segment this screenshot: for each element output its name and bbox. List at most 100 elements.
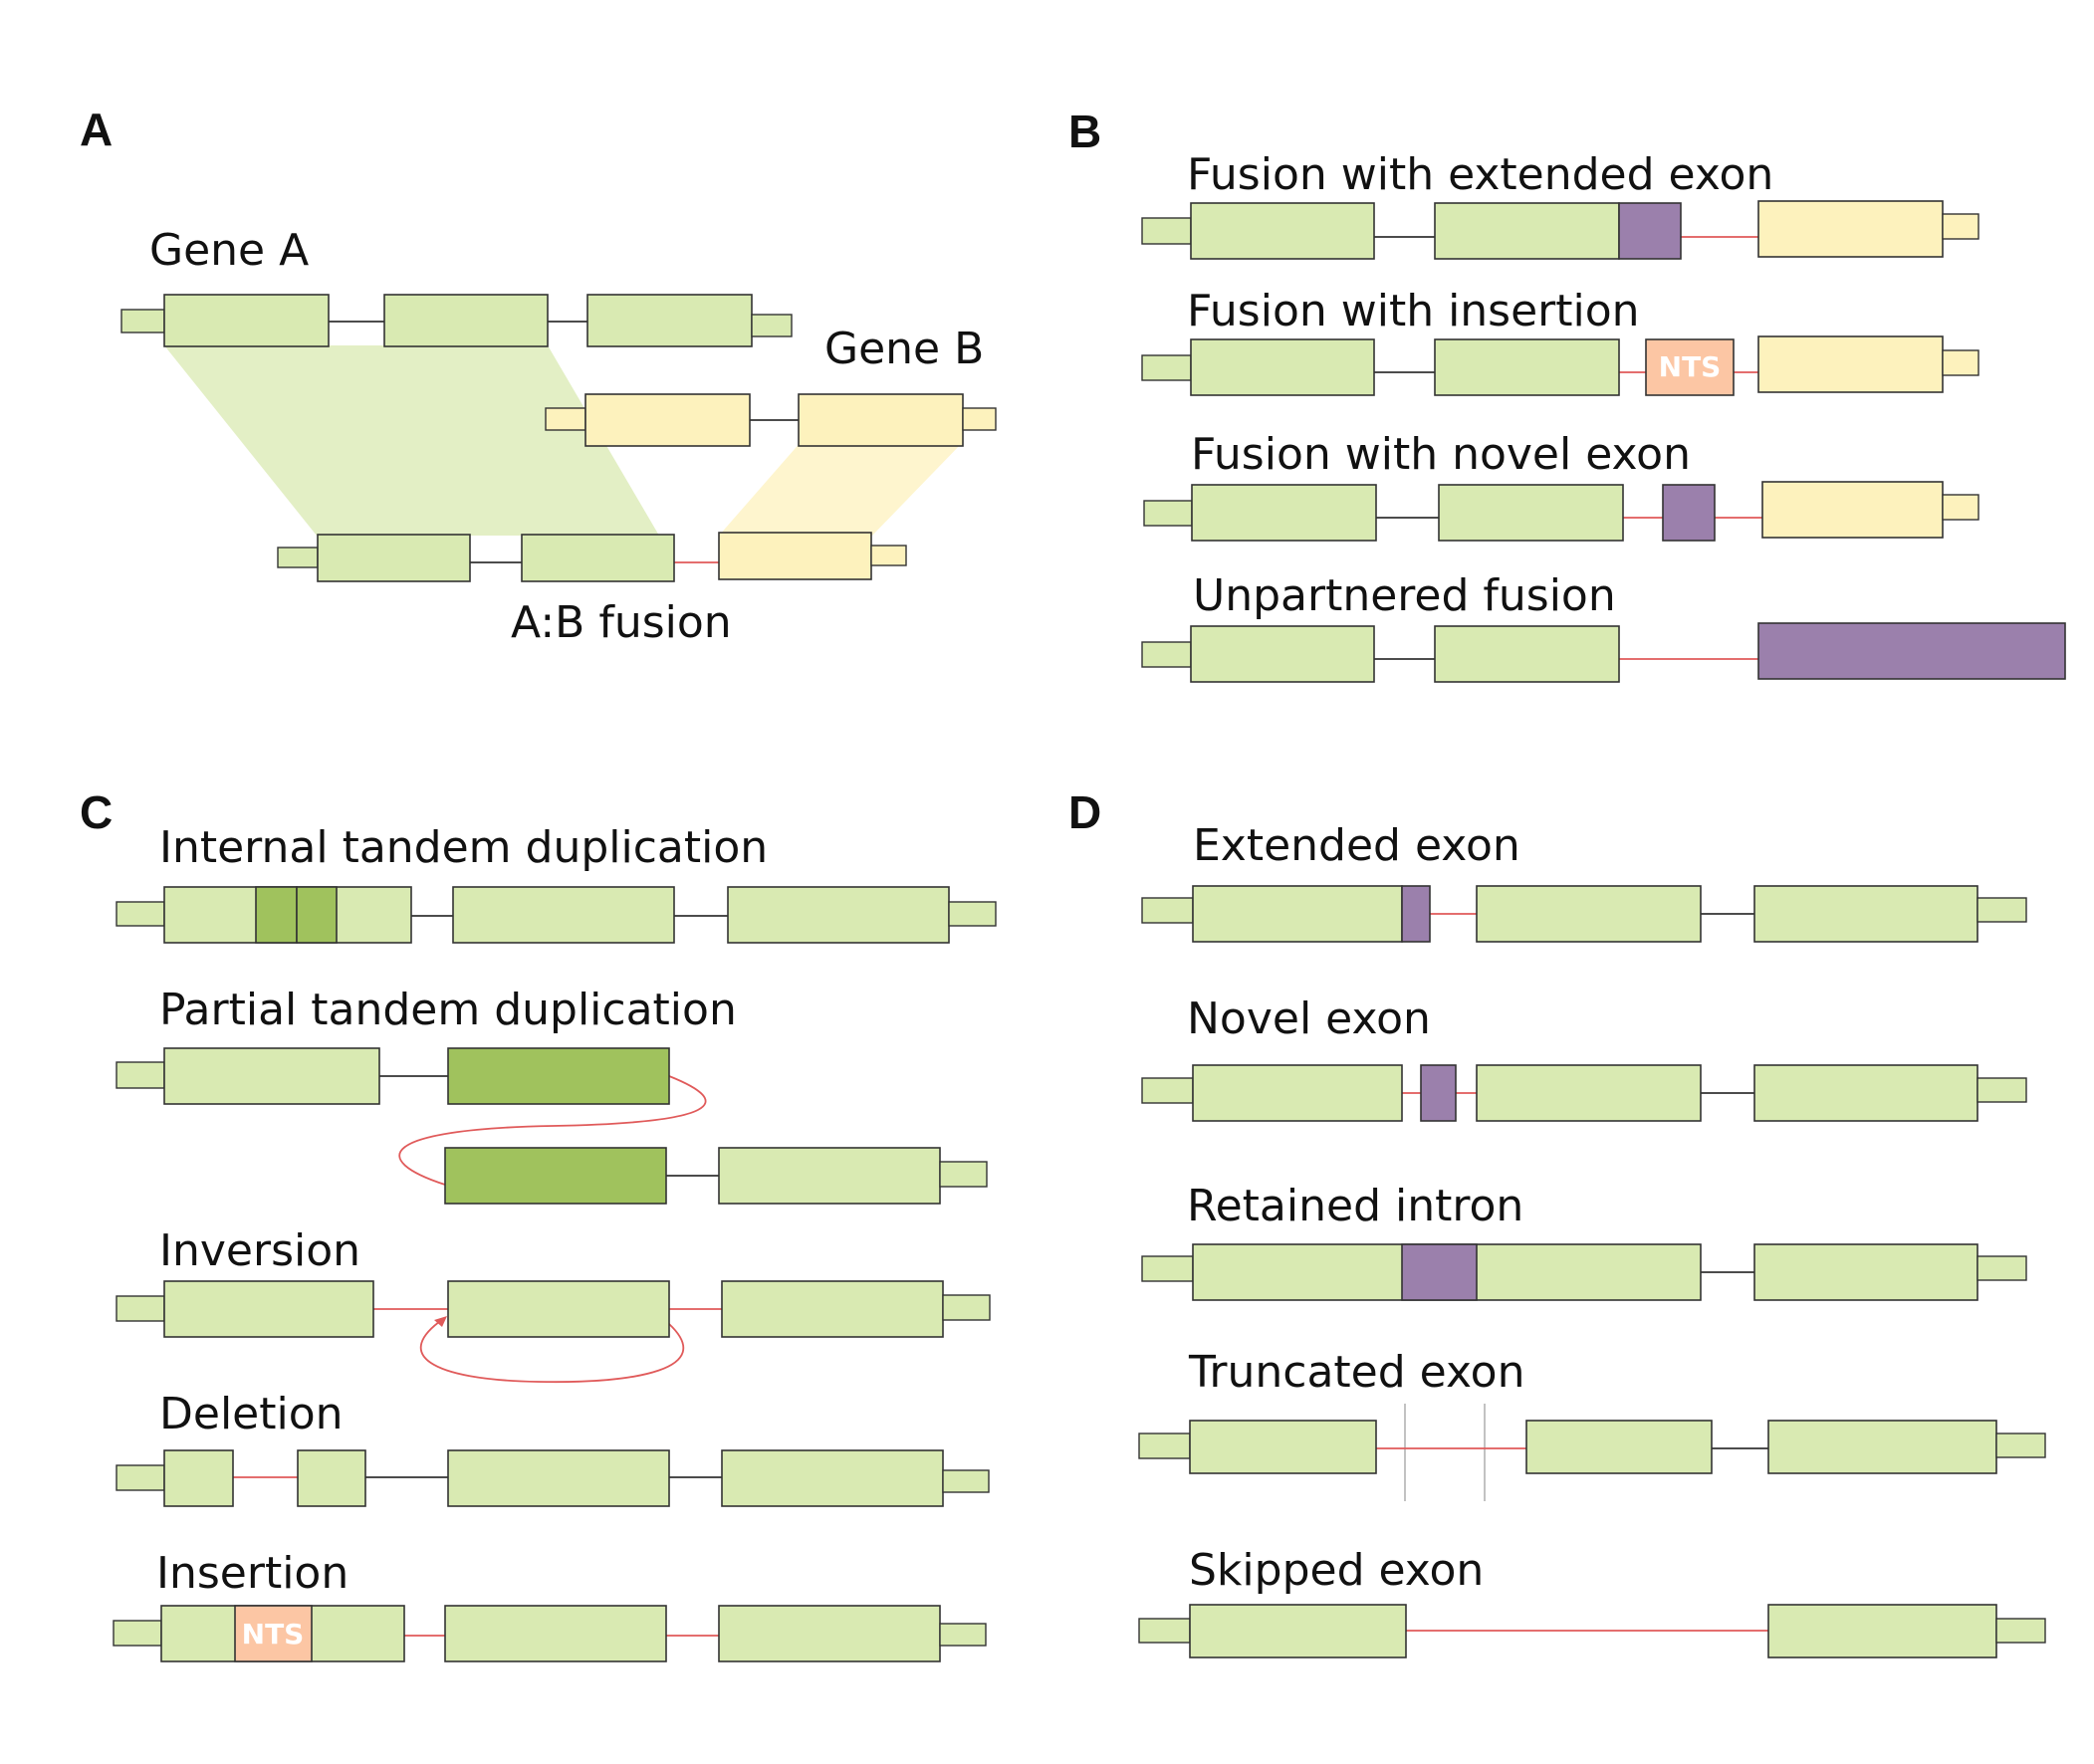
utr-5prime (277, 547, 319, 568)
utr-5prime (1138, 1618, 1191, 1644)
panel-a: A Gene A Gene B (80, 104, 997, 648)
exon (1191, 484, 1377, 542)
utr-5prime (1138, 1433, 1191, 1459)
panel-d: D Extended exon Novel exon Reta (1068, 786, 2046, 1658)
exon (718, 1605, 941, 1662)
row-label: Fusion with insertion (1187, 286, 1640, 336)
exon (163, 1047, 380, 1105)
exon (1767, 1420, 1997, 1474)
row-label: Inversion (159, 1225, 360, 1276)
exon (1192, 1064, 1403, 1122)
ab-fusion-track (277, 532, 907, 582)
exon (1757, 335, 1944, 393)
fusion-novel-exon-track (1143, 481, 1979, 542)
row-label: Truncated exon (1188, 1347, 1524, 1398)
gene-b-mapping-shade (719, 441, 964, 536)
exon (1525, 1420, 1713, 1474)
row-label: Deletion (159, 1389, 344, 1439)
exon (1476, 1064, 1702, 1122)
extended-exon-segment (1401, 885, 1431, 943)
extended-exon-track (1141, 885, 2027, 943)
utr-3prime (942, 1469, 990, 1493)
row-label: Partial tandem duplication (159, 985, 737, 1035)
utr-3prime (939, 1623, 987, 1647)
utr-3prime (751, 314, 793, 337)
exon (1190, 338, 1375, 396)
exon (521, 534, 675, 582)
utr-5prime (120, 309, 165, 333)
exon (163, 294, 330, 347)
utr-5prime (1141, 354, 1192, 381)
row-label: Fusion with novel exon (1191, 429, 1691, 480)
inversion-arrow (420, 1318, 685, 1384)
deletion-track (116, 1449, 990, 1507)
utr-5prime (113, 1620, 162, 1647)
exon (1757, 200, 1944, 258)
exon (798, 393, 964, 447)
gene-b-track (545, 393, 997, 447)
utr-5prime (1141, 1077, 1194, 1104)
novel-exon-track (1141, 1064, 2027, 1122)
exon (1761, 481, 1944, 539)
exon (163, 1449, 234, 1507)
exon (1190, 202, 1375, 260)
novel-exon (1662, 484, 1716, 542)
utr-3prime (1942, 213, 1979, 240)
utr-3prime (1977, 1077, 2027, 1103)
utr-5prime (1141, 1255, 1194, 1282)
exon (721, 1449, 944, 1507)
extended-exon-segment (1618, 202, 1682, 260)
exon (317, 534, 471, 582)
exon (727, 886, 950, 944)
duplicated-exon (447, 1047, 670, 1105)
panel-c-letter: C (80, 786, 113, 838)
truncated-exon-track (1138, 1404, 2046, 1501)
utr-5prime (1141, 641, 1192, 668)
exon (586, 294, 753, 347)
utr-3prime (1995, 1433, 2046, 1458)
nts-label: NTS (1659, 350, 1722, 383)
utr-3prime (948, 901, 997, 927)
inversion-track (116, 1280, 991, 1384)
skipped-exon-track (1138, 1604, 2046, 1658)
utr-5prime (116, 1061, 165, 1089)
duplication-connector (398, 1075, 707, 1186)
exon (1189, 1420, 1377, 1474)
utr-3prime (942, 1294, 991, 1321)
row-label: Novel exon (1187, 993, 1431, 1044)
exon (1476, 885, 1702, 943)
gene-a-track (120, 294, 793, 347)
utr-5prime (116, 1295, 165, 1322)
exon (1767, 1604, 1997, 1658)
utr-3prime (939, 1161, 988, 1188)
retained-intron-track (1141, 1243, 2027, 1301)
gene-b-label: Gene B (824, 324, 984, 374)
utr-5prime (1141, 897, 1194, 924)
nts-insertion (234, 1605, 313, 1662)
panel-b: B Fusion with extended exon Fusion with … (1068, 106, 2066, 683)
unpartnered-fusion-track (1141, 622, 2066, 683)
retained-intron-segment (1401, 1243, 1478, 1301)
novel-region (1757, 622, 2066, 680)
row-label: Unpartnered fusion (1193, 570, 1616, 621)
exon (1189, 1604, 1407, 1658)
utr-3prime (1995, 1618, 2046, 1644)
utr-3prime (1977, 1255, 2027, 1281)
panel-b-letter: B (1068, 106, 1101, 157)
utr-5prime (116, 901, 165, 927)
row-label: Internal tandem duplication (159, 822, 768, 873)
row-label: Extended exon (1193, 820, 1520, 871)
row-label: Skipped exon (1189, 1545, 1484, 1596)
exon (1438, 484, 1624, 542)
nts-insertion (1645, 338, 1735, 396)
gene-a-mapping-shade (164, 345, 659, 536)
exon (444, 1605, 667, 1662)
panel-c: C Internal tandem duplication Partial ta… (80, 786, 997, 1662)
exon (1434, 202, 1620, 260)
utr-5prime (1141, 217, 1192, 245)
itd-track (116, 886, 997, 944)
arrowhead-icon (434, 1316, 447, 1327)
utr-5prime (545, 407, 586, 431)
panel-a-letter: A (80, 104, 113, 155)
